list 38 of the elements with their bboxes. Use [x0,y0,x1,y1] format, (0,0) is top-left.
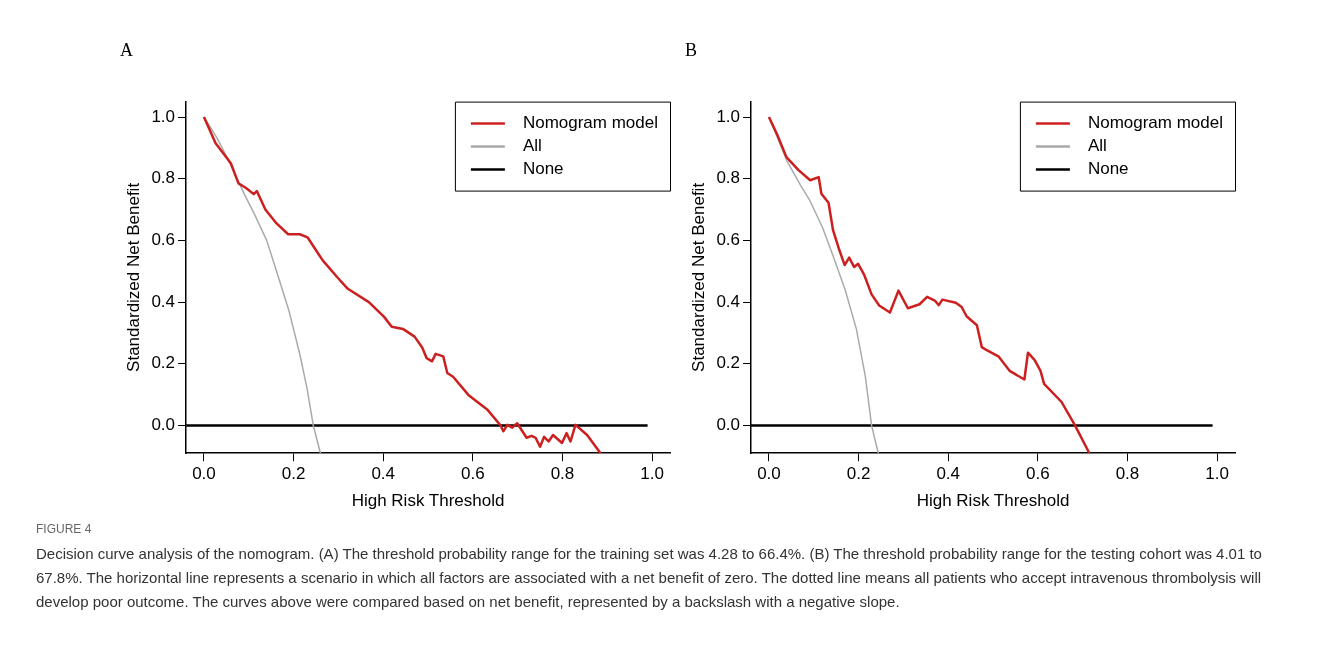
x-tick-label: 0.2 [281,464,306,484]
legend-label: None [1087,159,1129,179]
x-tick-label: 0.4 [936,464,961,484]
chart-title: A [120,39,133,60]
legend-label: All [522,136,542,156]
x-tick-label: 0.0 [757,464,781,484]
y-axis-title: Standardized Net Benefit [688,182,708,372]
y-tick-label: 0.2 [151,353,176,373]
chart-title: B [685,39,698,60]
y-tick-label: 0.8 [716,168,741,188]
legend-label: Nomogram model [522,113,659,133]
y-tick-label: 0.2 [716,353,741,373]
y-tick-label: 1.0 [716,106,741,126]
y-tick-label: 0.6 [716,230,741,250]
y-tick-label: 0.8 [151,168,176,188]
y-axis-title: Standardized Net Benefit [123,182,143,372]
x-tick-label: 0.8 [550,464,575,484]
legend-label: Nomogram model [1087,113,1224,133]
text: FIGURE 4 [36,522,93,536]
x-tick-label: 0.0 [192,464,216,484]
legend-label: All [1087,136,1107,156]
y-tick-label: 0.6 [151,230,176,250]
x-tick-label: 0.8 [1115,464,1140,484]
x-tick-label: 0.2 [846,464,871,484]
x-tick-label: 0.6 [1026,464,1050,484]
x-tick-label: 1.0 [640,464,664,484]
x-tick-label: 1.0 [1205,464,1229,484]
y-tick-label: 0.0 [151,415,176,435]
y-tick-label: 0.4 [151,291,176,311]
x-tick-label: 0.4 [371,464,396,484]
y-tick-label: 0.4 [716,291,741,311]
text: Decision curve analysis of the nomogram. (A) The threshold probability range for the training set was 4.28 to 66.4%. (B) The threshold probability range for the testing cohort was 4.01 to 67.8%. The horizontal line represents a scenario in which all factors are associated with a net benefit of zero. The dotted line means all patients who accept intravenous thrombolysis will develop poor outcome. The curves above were compared based on net benefit, represented by a backslash with a negative slope. [36,544,1263,612]
x-tick-label: 0.6 [461,464,485,484]
legend-label: None [522,159,564,179]
y-tick-label: 0.0 [716,415,741,435]
x-axis-title: High Risk Threshold [351,491,505,511]
y-tick-label: 1.0 [151,106,176,126]
x-axis-title: High Risk Threshold [916,491,1070,511]
